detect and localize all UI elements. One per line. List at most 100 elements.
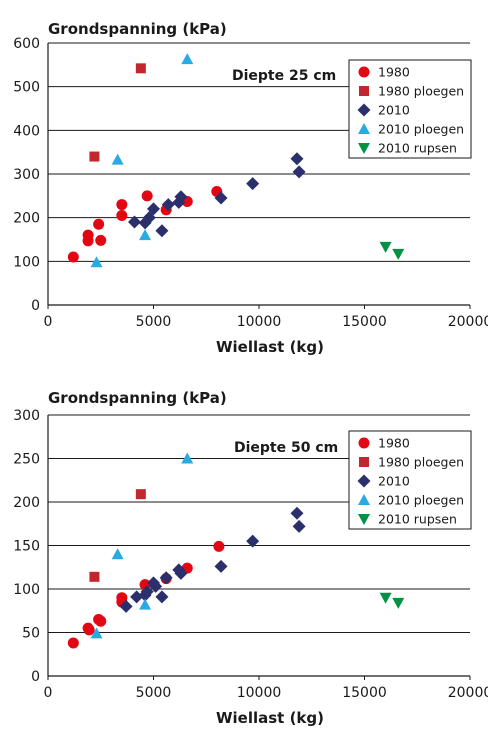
data-point [379,592,392,604]
legend-label: 2010 rupsen [378,512,457,527]
data-point [214,191,228,205]
legend-marker [359,86,369,96]
axes [47,43,471,309]
x-tick-label: 20000 [448,314,488,330]
data-point [139,229,152,241]
data-point [95,234,107,246]
data-point [141,190,153,202]
data-points [67,452,405,649]
data-point [214,559,228,573]
data-point [90,256,103,268]
data-point [213,540,225,552]
legend-label: 2010 rupsen [378,141,457,156]
y-tick-label: 600 [13,36,40,52]
tick-labels: 0 50 100 150 200 250 300 0 5000 10000 15000 20000 [13,408,488,701]
data-point [93,218,105,230]
y-tick-label: 50 [22,626,40,642]
legend-label: 1980 ploegen [378,455,464,470]
y-tick-label: 400 [13,123,40,139]
data-point [246,177,260,191]
y-tick-label: 100 [13,582,40,598]
data-point [89,151,100,162]
y-tick-label: 200 [13,495,40,511]
data-point [149,579,163,593]
x-tick-label: 5000 [136,314,172,330]
data-point [67,637,79,649]
data-point [246,534,260,548]
legend-label: 2010 ploegen [378,122,464,137]
x-tick-label: 10000 [237,314,282,330]
legend-label: 2010 [378,103,410,118]
tick-labels: 0 100 200 300 400 500 600 0 5000 10000 15000 20000 [13,36,488,330]
legend-marker [357,103,371,117]
legend-marker [357,474,371,488]
data-point [135,63,146,74]
data-point [111,548,124,560]
data-point [174,566,188,580]
legend-label: 1980 [378,436,410,451]
y-axis-title: Grondspanning (kPa) [48,20,227,38]
x-tick-label: 10000 [237,685,282,701]
x-tick-label: 0 [44,314,53,330]
data-point [181,452,194,464]
legend-marker [358,437,370,449]
scatter-chart-50cm: Grondspanning (kPa) Wiellast (kg) Diepte… [13,389,488,727]
x-axis-title: Wiellast (kg) [216,338,324,356]
y-tick-label: 150 [13,539,40,555]
data-point [128,215,142,229]
data-point [67,251,79,263]
y-tick-label: 300 [13,167,40,183]
y-tick-label: 300 [13,408,40,424]
legend: 1980 1980 ploegen 2010 2010 ploegen 2010 rup… [348,430,472,530]
x-tick-label: 0 [44,685,53,701]
depth-annotation: Diepte 50 cm [234,440,338,456]
data-point [292,165,306,179]
y-axis-title: Grondspanning (kPa) [48,389,227,407]
data-point [290,506,304,520]
data-point [174,190,188,204]
data-point [147,202,160,216]
legend-marker [359,457,369,467]
legend-marker [358,143,370,154]
legend-marker [358,66,370,78]
data-point [111,153,124,165]
data-point [290,152,304,166]
data-point [292,519,306,533]
data-point [116,209,128,221]
legend: 1980 1980 ploegen 2010 2010 ploegen 2010 rup… [348,59,472,159]
axes [47,415,471,680]
data-point [161,198,175,212]
data-point [95,615,107,627]
legend-label: 2010 ploegen [378,493,464,508]
x-tick-label: 20000 [448,685,488,701]
y-tick-label: 0 [31,298,40,314]
legend-marker [358,123,370,134]
data-point [155,224,169,238]
data-point [119,599,133,613]
data-point [135,489,146,500]
data-point [90,627,103,639]
data-point [392,597,405,609]
data-point [155,590,169,604]
data-point [82,235,94,247]
x-tick-label: 5000 [136,685,172,701]
legend-label: 1980 [378,65,410,80]
data-point [89,571,100,582]
y-tick-label: 250 [13,452,40,468]
x-tick-label: 15000 [342,314,387,330]
data-point [130,590,144,604]
data-point [392,248,405,260]
data-point [83,624,95,636]
data-point [116,199,128,211]
x-axis-title: Wiellast (kg) [216,709,324,727]
legend-marker [358,494,370,505]
scatter-chart-25cm: Grondspanning (kPa) Wiellast (kg) Diepte… [13,20,488,356]
y-tick-label: 0 [31,669,40,685]
data-point [379,241,392,253]
legend-label: 1980 ploegen [378,84,464,99]
y-tick-label: 200 [13,211,40,227]
depth-annotation: Diepte 25 cm [232,68,336,84]
y-tick-label: 500 [13,80,40,96]
y-tick-label: 100 [13,254,40,270]
